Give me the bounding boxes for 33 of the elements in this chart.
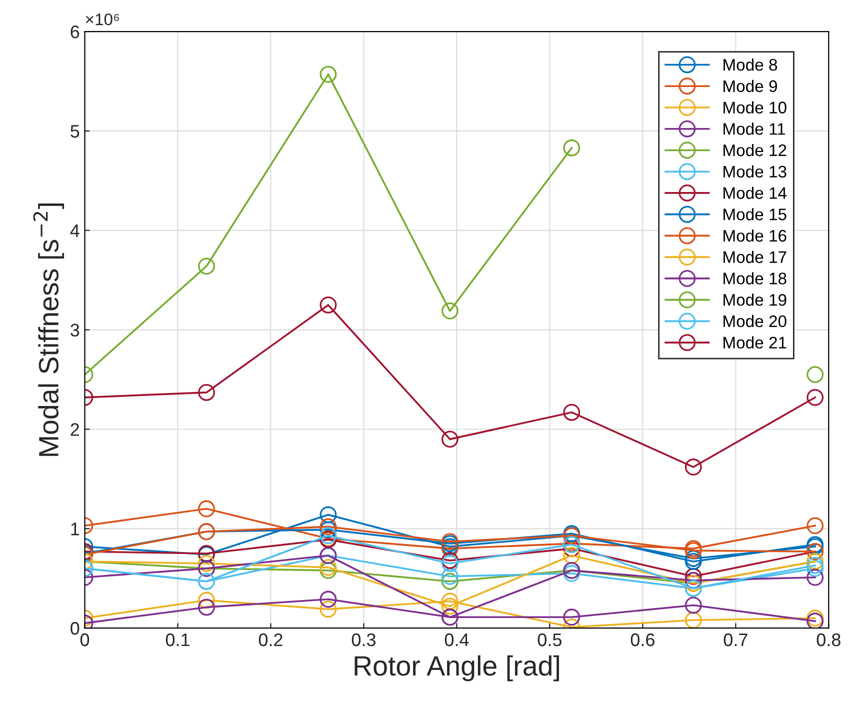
x-tick-label: 0.3 [352, 633, 376, 646]
legend-label: Mode 9 [724, 80, 777, 92]
y-tick-label: 1 [71, 522, 80, 536]
x-tick-label: 0.5 [538, 633, 562, 646]
y-tick-label: 0 [70, 622, 80, 635]
text: ×10⁶ [86, 13, 119, 26]
x-tick-label: 0.8 [816, 633, 840, 646]
legend-label: Mode 15 [724, 208, 786, 220]
legend-label: Mode 16 [724, 229, 786, 242]
legend-label: Mode 20 [724, 314, 786, 328]
x-tick-label: 0.4 [444, 633, 469, 646]
legend-label: Mode 14 [724, 186, 787, 199]
y-tick-label: 6 [70, 25, 80, 38]
legend-label: Mode 19 [724, 294, 786, 306]
y-tick-label: 5 [70, 125, 80, 138]
x-tick-label: 0.2 [258, 633, 282, 646]
legend-label: Mode 10 [724, 101, 786, 114]
legend-label: Mode 18 [724, 272, 786, 284]
y-tick-label: 2 [70, 423, 80, 436]
legend-label: Mode 8 [724, 58, 778, 71]
legend-label: Mode 11 [724, 122, 786, 135]
x-tick-label: 0.7 [724, 633, 748, 646]
legend-label: Mode 13 [724, 165, 786, 178]
y-tick-label: 3 [70, 324, 80, 337]
legend-label: Mode 17 [724, 250, 786, 264]
y-axis-title: Modal Stiffness [s$^{−2}$] [33, 204, 64, 456]
legend-label: Mode 12 [724, 144, 786, 156]
x-tick-label: 0 [80, 633, 90, 646]
legend-label: Mode 21 [724, 336, 786, 349]
y-tick-label: 4 [70, 224, 80, 237]
x-axis-title: Rotor Angle [rad] [354, 655, 559, 682]
x-tick-label: 0.6 [630, 633, 654, 646]
x-tick-label: 0.1 [166, 633, 190, 646]
